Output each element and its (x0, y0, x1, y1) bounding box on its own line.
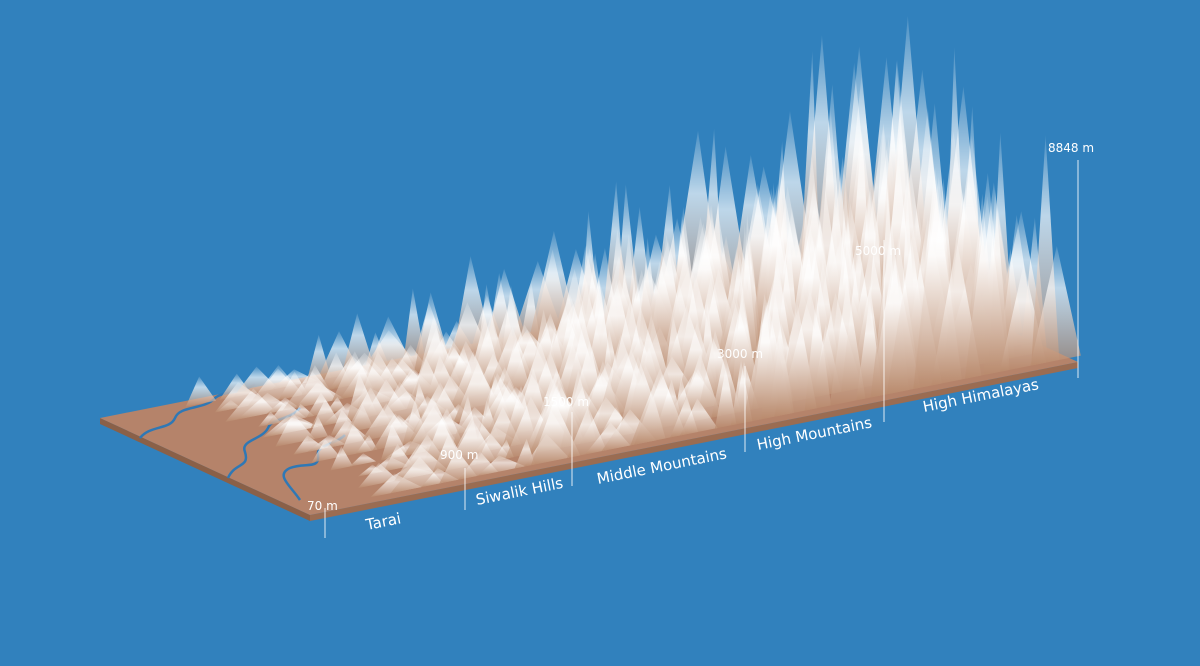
peak (730, 286, 760, 403)
peaks (185, 15, 1081, 498)
peak (714, 367, 737, 429)
base-front-side (310, 362, 1078, 521)
peak (307, 416, 329, 441)
peak (983, 189, 1010, 376)
peak (311, 439, 341, 463)
peak (421, 468, 459, 488)
elevation-label: 5000 m (855, 244, 901, 258)
peak (679, 398, 718, 436)
peak (214, 381, 267, 413)
elevation-label: 70 m (307, 499, 338, 513)
peak (355, 434, 378, 454)
markers (324, 160, 1079, 538)
peak (185, 376, 217, 407)
base-side (100, 418, 310, 521)
peak (237, 392, 292, 420)
peak (804, 294, 832, 411)
elevation-label: 3000 m (717, 347, 763, 361)
peak (321, 402, 371, 426)
elevation-label: 900 m (440, 448, 478, 462)
peak (477, 455, 526, 476)
elevation-label: 1500 m (543, 395, 589, 409)
zone-label: Tarai (363, 509, 402, 534)
peak (829, 279, 866, 406)
peak (370, 473, 422, 498)
peak (530, 400, 581, 466)
peak (1030, 245, 1081, 366)
peak (330, 446, 353, 471)
peak (349, 453, 377, 467)
peak (774, 302, 817, 417)
peak (275, 413, 315, 447)
peak (630, 367, 686, 446)
elevation-label: 8848 m (1048, 141, 1094, 155)
